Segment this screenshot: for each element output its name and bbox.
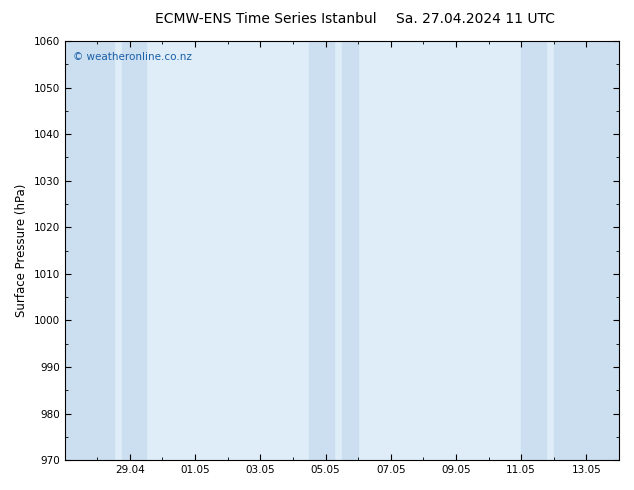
Text: © weatheronline.co.nz: © weatheronline.co.nz — [73, 51, 192, 62]
Bar — [65, 41, 113, 460]
Text: Sa. 27.04.2024 11 UTC: Sa. 27.04.2024 11 UTC — [396, 12, 555, 26]
Bar — [309, 41, 333, 460]
Text: ECMW-ENS Time Series Istanbul: ECMW-ENS Time Series Istanbul — [155, 12, 377, 26]
Y-axis label: Surface Pressure (hPa): Surface Pressure (hPa) — [15, 184, 28, 318]
Bar — [553, 41, 619, 460]
Bar — [342, 41, 358, 460]
Bar — [521, 41, 546, 460]
Bar — [122, 41, 146, 460]
